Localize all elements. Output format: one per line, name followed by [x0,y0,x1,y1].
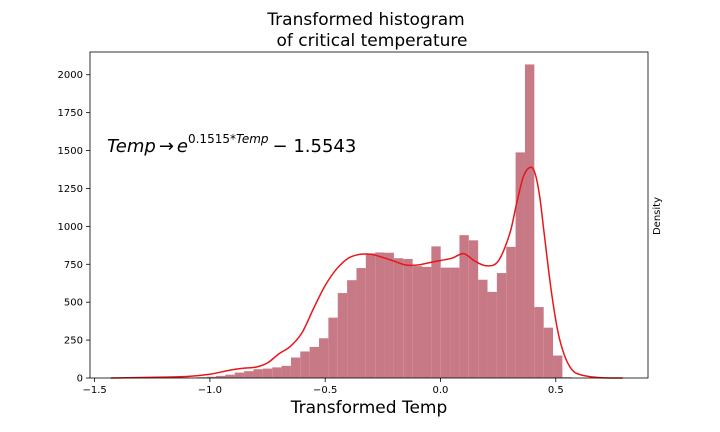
histogram-bar [403,258,413,378]
histogram-bar [290,357,301,378]
histogram-bar [384,252,394,378]
histogram-bar [328,317,338,378]
histogram-bar [216,375,226,378]
x-tick-label: −1.0 [198,385,222,396]
formula-exponent-var: Temp [236,132,269,146]
histogram-bar [262,368,273,378]
formula-base: e [177,136,188,157]
histogram-bar [496,273,507,378]
histogram-bar [487,291,497,378]
x-axis-label: Transformed Temp [290,398,448,418]
histogram-bar [206,376,217,378]
histogram-bar [412,266,422,378]
histogram-bar [356,268,366,378]
y-tick-label: 1500 [58,146,83,157]
histogram-bar [478,279,488,378]
kde-curve [110,166,623,379]
histogram-bar [524,64,535,379]
y-tick-label: 0 [77,374,83,385]
formula-exponent-op: * [230,132,236,146]
histogram-bar [253,369,263,378]
histogram-bar [506,246,516,378]
chart-title-line-1: Transformed histogram [266,10,464,30]
formula-temp: Temp [107,136,156,157]
histogram-bar [440,267,451,378]
y-tick-label: 1250 [58,184,83,195]
histogram-bar [543,327,554,378]
formula-exponent-number: 0.1515 [188,132,230,146]
histogram-bar [300,351,310,378]
histogram-bar [515,152,525,378]
histogram-bar [375,252,385,378]
histogram-bar [244,371,254,378]
histogram-bar [225,374,235,378]
x-tick-label: −0.5 [313,385,337,396]
histogram-bar [337,293,348,378]
y-tick-label: 1000 [58,222,83,233]
y-tick-label: 1750 [58,108,83,119]
histogram-bar [450,267,460,378]
formula-tail: − 1.5543 [273,136,357,157]
formula-arrow: → [159,136,174,157]
chart-title-line-2: of critical temperature [277,31,468,51]
y-tick-label: 750 [64,260,83,271]
transform-formula: Temp → e0.1515*Temp − 1.5543 [107,132,356,157]
histogram-bar [459,235,469,378]
histogram-bar [393,258,404,378]
histogram-bar [319,338,329,378]
histogram-bar [553,355,563,378]
histogram-bar [347,280,357,378]
x-tick-label: 0.5 [548,385,564,396]
y-axis-ticks: 0 250 500 750 1000 1250 1500 1750 2000 [58,70,90,385]
histogram-bar [365,253,376,378]
plot-frame [89,51,649,379]
histogram-bar [431,246,441,378]
histogram-bar [272,367,282,378]
histogram-bar [534,307,544,378]
histogram-bar [421,266,432,378]
histogram-bar [468,240,479,378]
x-tick-label: −1.5 [82,385,106,396]
y-tick-label: 500 [64,298,83,309]
histogram-bar [309,346,320,378]
histogram-bars [113,64,572,379]
right-axis-label: Density [652,197,663,235]
x-tick-label: 0.0 [433,385,449,396]
x-axis-ticks: −1.5 −1.0 −0.5 0.0 0.5 [82,378,564,396]
histogram-bar [234,372,245,378]
y-tick-label: 2000 [58,70,83,81]
histogram-bar [281,365,291,378]
y-tick-label: 250 [64,336,83,347]
